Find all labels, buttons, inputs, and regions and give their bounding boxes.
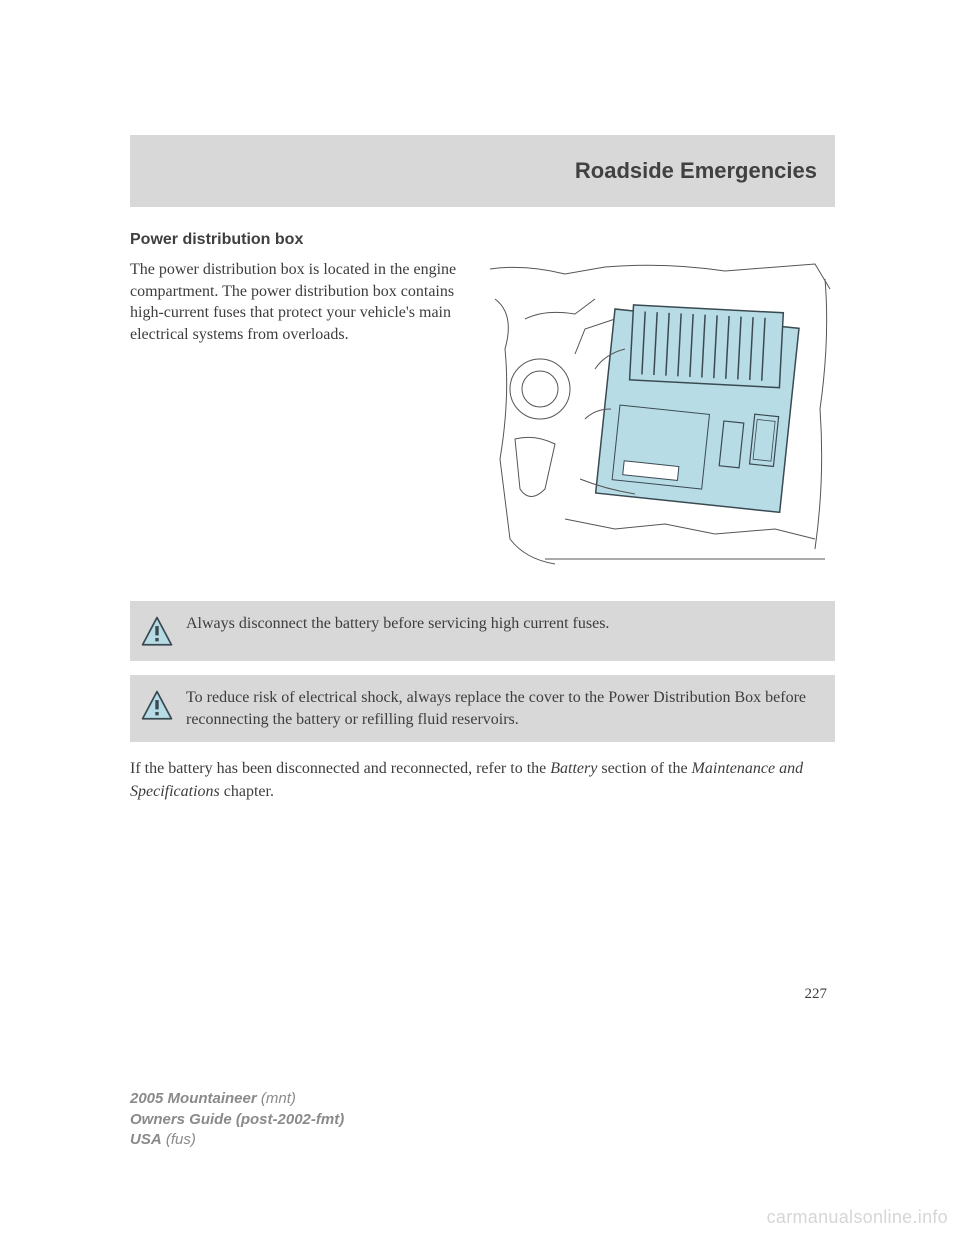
footer-line: Owners Guide (post-2002-fmt) — [130, 1110, 344, 1130]
warning-text: To reduce risk of electrical shock, alwa… — [186, 687, 821, 730]
warning-triangle-icon — [140, 689, 174, 723]
footer-region: USA — [130, 1131, 162, 1148]
footer-line: 2005 Mountaineer (mnt) — [130, 1089, 344, 1109]
warning-box: Always disconnect the battery before ser… — [130, 601, 835, 661]
italic-reference: Battery — [550, 760, 597, 777]
footer-code: (fus) — [162, 1131, 196, 1148]
warning-text: Always disconnect the battery before ser… — [186, 613, 609, 635]
section-heading: Power distribution box — [130, 231, 835, 249]
text-fragment: chapter. — [220, 783, 274, 800]
warning-triangle-icon — [140, 615, 174, 649]
page-number: 227 — [805, 986, 828, 1003]
warning-box: To reduce risk of electrical shock, alwa… — [130, 675, 835, 742]
chapter-header-bar: Roadside Emergencies — [130, 135, 835, 207]
footer-line: USA (fus) — [130, 1130, 344, 1150]
text-fragment: section of the — [597, 760, 691, 777]
footer-code: (mnt) — [257, 1090, 296, 1107]
engine-compartment-illustration — [485, 259, 835, 569]
document-footer: 2005 Mountaineer (mnt) Owners Guide (pos… — [130, 1089, 344, 1150]
footer-model: 2005 Mountaineer — [130, 1090, 257, 1107]
cross-reference-paragraph: If the battery has been disconnected and… — [130, 758, 835, 803]
watermark: carmanualsonline.info — [767, 1207, 948, 1228]
footer-guide: Owners Guide (post-2002-fmt) — [130, 1111, 344, 1128]
manual-page: Roadside Emergencies Power distribution … — [0, 0, 960, 1242]
section-body-text: The power distribution box is located in… — [130, 259, 467, 569]
chapter-title: Roadside Emergencies — [575, 158, 817, 184]
text-fragment: If the battery has been disconnected and… — [130, 760, 550, 777]
content-row: The power distribution box is located in… — [130, 259, 835, 569]
